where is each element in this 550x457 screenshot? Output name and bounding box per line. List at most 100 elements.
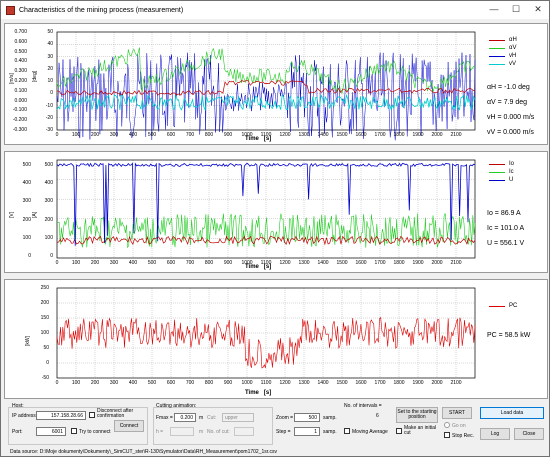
x-tick-label: 1700	[374, 132, 386, 138]
step-unit: samp.	[323, 429, 337, 435]
readout-vh: vH = 0.000 m/s	[487, 114, 535, 121]
legend-item: Io	[509, 161, 515, 167]
fmax-field[interactable]: 0.200	[174, 413, 196, 422]
connect-button[interactable]: Connect	[114, 420, 144, 432]
disconnect-checkbox[interactable]	[89, 412, 95, 418]
y-tick-label: 0.200	[14, 78, 27, 84]
zoom-field[interactable]: 500	[294, 413, 320, 422]
x-axis-label: Time	[245, 264, 259, 270]
close-button[interactable]: Close	[514, 428, 544, 440]
x-tick-label: 1800	[393, 260, 405, 266]
readout-pc: PC = 58.5 kW	[487, 332, 531, 339]
no-cut-field	[234, 427, 254, 436]
stop-rec-checkbox[interactable]	[444, 432, 450, 438]
minimize-button[interactable]: —	[489, 4, 499, 14]
cut-label: Cut:	[207, 415, 217, 421]
y-tick-label: 400	[44, 180, 53, 187]
moving-average-label: Moving Average	[352, 429, 388, 435]
log-button[interactable]: Log	[480, 428, 510, 440]
x-tick-label: 2100	[450, 260, 462, 266]
h-field	[170, 427, 194, 436]
start-button[interactable]: START	[442, 407, 472, 419]
readouts: αH = -1.0 deg αV = 7.9 deg vH = 0.000 m/…	[487, 84, 534, 144]
y-tick-label: 200	[40, 300, 49, 306]
x-tick-label: 1400	[317, 380, 329, 386]
port-label: Port:	[12, 429, 23, 435]
maximize-button[interactable]: ☐	[511, 4, 521, 14]
x-tick-label: 1100	[260, 260, 272, 266]
go-on-radio[interactable]	[444, 422, 450, 428]
cutting-label: Cutting animation:	[156, 403, 197, 409]
x-tick-label: 1000	[241, 380, 253, 386]
legend: PC	[489, 302, 517, 310]
step-field[interactable]: 1	[294, 427, 320, 436]
status-bar: Data source: D:\Moje dokumenty\Dokumenty…	[4, 447, 548, 457]
y-tick-label: 0.600	[14, 38, 27, 45]
x-axis-label: Time	[245, 136, 259, 142]
x-tick-label: 2100	[450, 380, 462, 386]
readouts: Io = 86.9 A Ic = 101.0 A U = 556.1 V	[487, 210, 524, 255]
y-tick-label: 30	[47, 53, 53, 60]
x-tick-label: 100	[71, 132, 81, 138]
initial-cut-checkbox[interactable]	[396, 428, 402, 434]
x-tick-label: 1600	[355, 132, 367, 138]
y-tick-label: 300	[44, 198, 53, 205]
x-tick-label: 1300	[298, 132, 310, 138]
readout-ic: Ic = 101.0 A	[487, 225, 525, 232]
x-tick-label: 1700	[374, 260, 386, 266]
go-on-label: Go on	[452, 423, 466, 429]
x-tick-label: 1200	[279, 380, 291, 386]
close-window-button[interactable]: ✕	[534, 4, 542, 14]
intervals-label: No. of intervals =	[344, 403, 382, 409]
y-tick-label: -0.100	[12, 107, 27, 114]
h-unit: m	[199, 429, 204, 435]
cut-select[interactable]: upper	[222, 413, 254, 422]
legend-item: U	[509, 177, 514, 183]
y-tick-label: 10	[47, 78, 53, 84]
x-tick-label: 200	[90, 380, 100, 386]
x-tick-label: 800	[204, 260, 214, 266]
host-label: Host:	[12, 403, 24, 409]
io-series	[56, 235, 476, 246]
initial-cut-label: Make an initial cut	[404, 425, 436, 436]
set-start-button[interactable]: Set to the starting position	[396, 407, 438, 423]
legend-item: αH	[509, 37, 517, 43]
y-tick-label: 100	[22, 234, 31, 241]
moving-average-checkbox[interactable]	[344, 428, 350, 434]
vh-series	[56, 52, 476, 141]
try-connect-label: Try to connect	[79, 429, 111, 435]
x-tick-label: 400	[128, 380, 138, 386]
x-tick-label: 1200	[279, 132, 291, 138]
y-tick-label: 100	[44, 234, 53, 241]
x-tick-label: 1500	[336, 260, 348, 266]
legend: αH αV vH vV	[489, 36, 517, 68]
x-tick-label: 800	[204, 380, 214, 386]
x-tick-label: 1600	[355, 380, 367, 386]
x-tick-label: 600	[166, 380, 176, 386]
ah-series	[56, 80, 476, 96]
port-field[interactable]: 6001	[36, 427, 66, 436]
try-connect-checkbox[interactable]	[71, 428, 77, 434]
x-tick-label: 1600	[355, 260, 367, 266]
x-tick-label: 900	[223, 132, 233, 138]
x-tick-label: 800	[204, 132, 214, 138]
y-tick-label: -10	[45, 102, 53, 109]
host-group	[8, 407, 148, 445]
window-title: Characteristics of the mining process (m…	[19, 6, 184, 14]
y-tick-label: -30	[45, 127, 53, 133]
y-tick-label: 500	[22, 162, 31, 168]
load-data-button[interactable]: Load data	[480, 407, 544, 419]
step-label: Step =	[276, 429, 291, 435]
y-tick-label: -20	[45, 114, 53, 121]
y-tick-label: 300	[22, 198, 31, 205]
x-tick-label: 500	[147, 260, 157, 266]
ip-address-field[interactable]: 157.158.28.66	[36, 411, 86, 420]
x-tick-label: 1000	[241, 260, 253, 266]
y-tick-label: 0.700	[14, 29, 27, 35]
y-tick-label: 0.000	[14, 97, 27, 104]
intervals-value: 6	[376, 413, 379, 419]
x-tick-label: 300	[109, 132, 119, 138]
x-tick-label: 1200	[279, 260, 291, 266]
legend-item: vH	[509, 53, 517, 59]
